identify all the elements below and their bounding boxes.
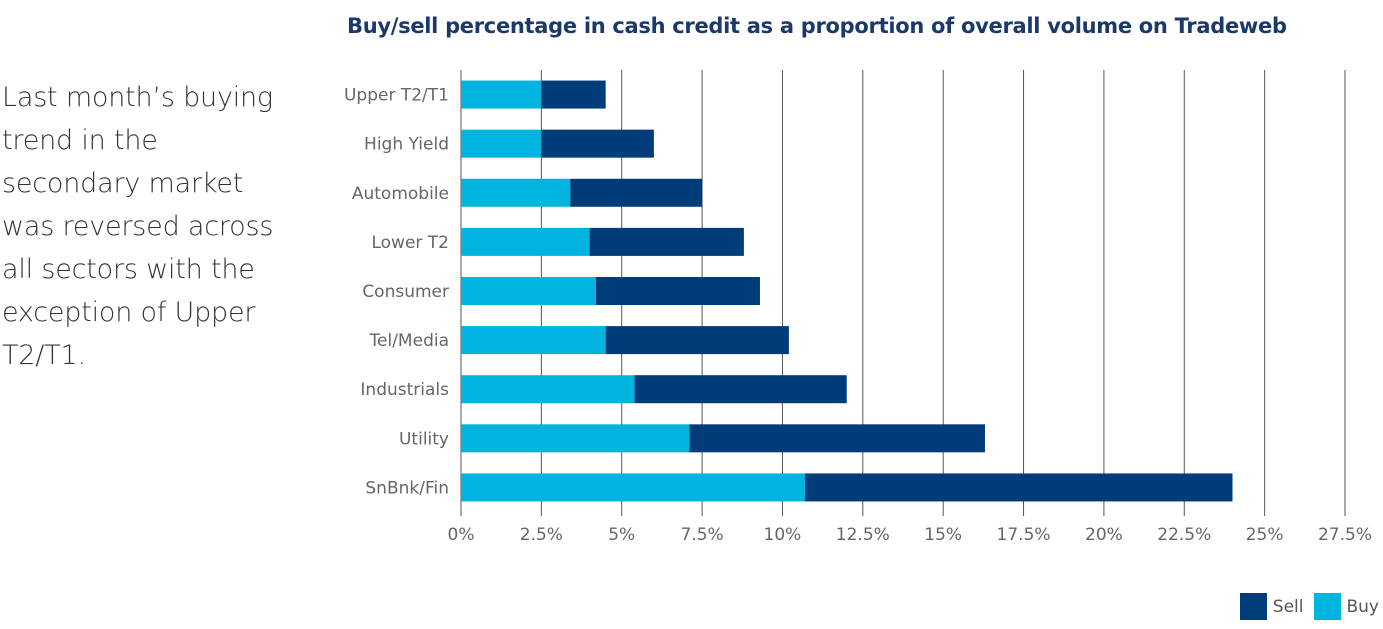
category-label: Tel/Media — [369, 331, 449, 351]
category-label: Automobile — [352, 184, 449, 204]
legend-swatch-buy — [1313, 593, 1341, 620]
category-label: Upper T2/T1 — [344, 86, 449, 106]
x-tick-label: 22.5% — [1157, 525, 1211, 545]
x-tick-label: 5% — [608, 525, 635, 545]
bar-buy-segment — [461, 129, 542, 158]
legend-swatch-sell — [1239, 593, 1267, 620]
bar-buy-segment — [461, 178, 571, 207]
x-tick-label: 17.5% — [997, 525, 1051, 545]
bar-sell-segment — [596, 277, 760, 305]
bar-buy-segment — [461, 326, 606, 355]
x-tick-label: 2.5% — [520, 525, 563, 545]
x-tick-label: 15% — [924, 525, 962, 545]
bar-buy-segment — [461, 277, 597, 305]
category-label: Consumer — [362, 282, 449, 302]
bar-buy-segment — [461, 424, 690, 453]
x-tick-label: 0% — [448, 525, 475, 545]
bar-sell-segment — [804, 473, 1233, 502]
bar-sell-segment — [541, 129, 654, 158]
x-tick-label: 7.5% — [680, 525, 723, 545]
bar-sell-segment — [589, 227, 744, 256]
bar-sell-segment — [634, 375, 847, 404]
bar-buy-segment — [461, 227, 590, 256]
bar-buy-segment — [461, 473, 805, 502]
bar-sell-segment — [605, 326, 789, 355]
chart-legend: Sell Buy — [1239, 593, 1380, 620]
category-label: SnBnk/Fin — [365, 478, 449, 498]
legend-item-sell: Sell — [1239, 593, 1304, 620]
x-tick-label: 10% — [764, 525, 802, 545]
bar-sell-segment — [541, 80, 606, 109]
x-tick-label: 25% — [1246, 525, 1284, 545]
commentary-text: Last month’s buying trend in the seconda… — [2, 82, 274, 371]
bar-buy-segment — [461, 375, 635, 404]
chart-title: Buy/sell percentage in cash credit as a … — [347, 14, 1287, 38]
bar-sell-segment — [689, 424, 985, 453]
x-tick-label: 27.5% — [1318, 525, 1372, 545]
bar-sell-segment — [570, 178, 703, 207]
legend-label-sell: Sell — [1272, 596, 1304, 617]
bar-buy-segment — [461, 80, 542, 109]
category-label: Industrials — [360, 380, 449, 400]
x-tick-label: 12.5% — [836, 525, 890, 545]
x-tick-label: 20% — [1085, 525, 1123, 545]
legend-label-buy: Buy — [1346, 596, 1380, 617]
category-label: Utility — [399, 429, 449, 449]
category-label: Lower T2 — [371, 233, 449, 253]
legend-item-buy: Buy — [1313, 593, 1380, 620]
category-label: High Yield — [364, 135, 449, 155]
